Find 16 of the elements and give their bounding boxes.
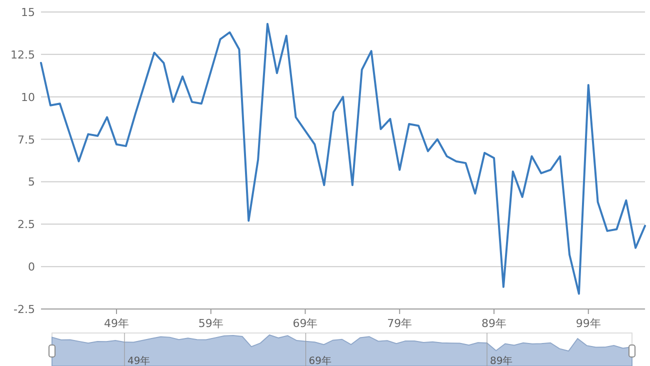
y-tick-label: 7.5 — [18, 133, 35, 146]
x-tick-label: 99年 — [576, 317, 601, 330]
y-tick-label: 5 — [28, 176, 35, 189]
y-tick-label: 15 — [21, 6, 35, 19]
x-tick-label: 89年 — [482, 317, 506, 330]
y-tick-label: 10 — [21, 90, 35, 104]
y-tick-label: 0 — [28, 260, 35, 274]
y-tick-label: 2.5 — [18, 218, 35, 232]
x-tick-label: 59年 — [198, 317, 224, 330]
x-tick-label: 79年 — [387, 317, 412, 330]
y-tick-label: -2.5 — [14, 303, 35, 316]
line-series — [40, 22, 646, 295]
x-tick-label: 49年 — [104, 317, 129, 330]
x-tick-label: 69年 — [292, 317, 318, 330]
y-tick-label: 12.5 — [10, 48, 35, 62]
picture-zoom-slider: 49年 69年 89年 — [48, 332, 636, 366]
